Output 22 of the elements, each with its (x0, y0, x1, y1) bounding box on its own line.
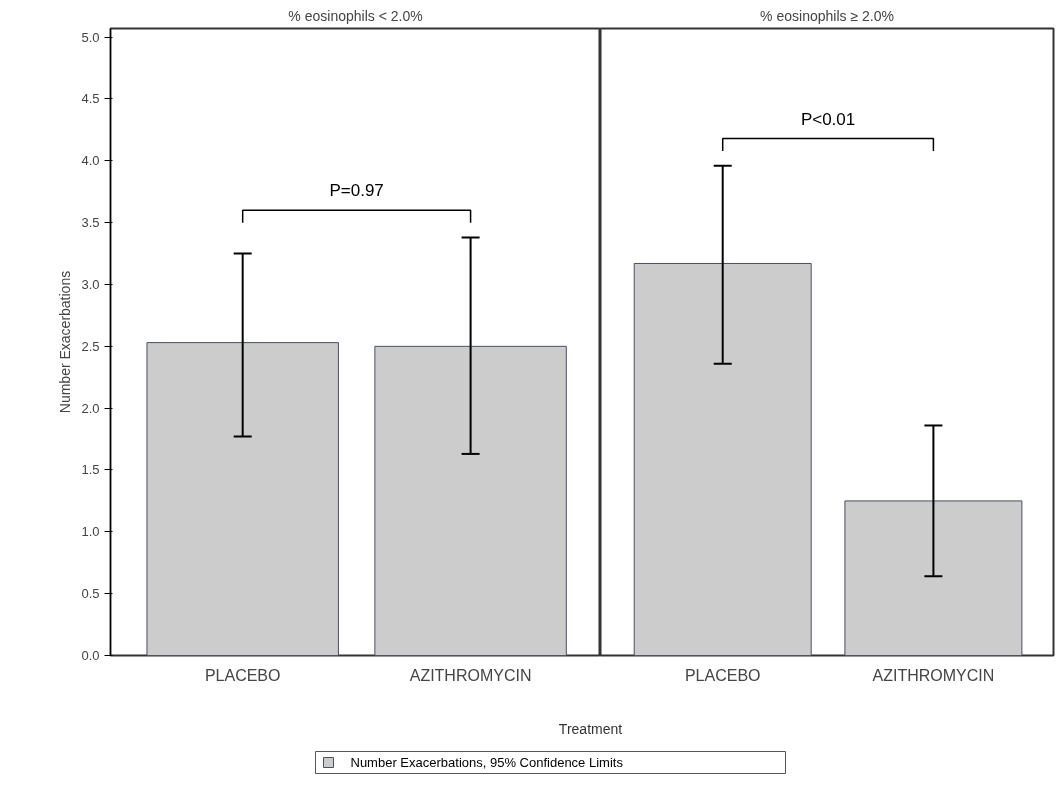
x-tick-label: AZITHROMYCIN (872, 666, 995, 684)
x-axis-title: Treatment (558, 720, 623, 737)
y-tick-label: 5.0 (81, 29, 100, 45)
annotation: P<0.01 (800, 109, 856, 129)
chart-title: % eosinophils ≥ 2.0% (760, 7, 894, 24)
y-tick-label: 1.0 (81, 524, 100, 540)
y-tick-label: 0.0 (81, 648, 100, 663)
y-tick-label: 3.0 (81, 276, 100, 292)
y-tick-label: 0.5 (81, 586, 100, 602)
y-axis-title: Number Exacerbations (57, 270, 74, 414)
y-tick-label: 4.5 (81, 91, 100, 107)
x-tick-label: PLACEBO (684, 666, 761, 684)
y-tick-label: 1.5 (81, 462, 100, 478)
x-tick-label: AZITHROMYCIN (409, 666, 532, 684)
y-tick-label: 2.5 (81, 338, 100, 354)
y-tick-label: 3.5 (81, 215, 100, 231)
y-tick-label: 4.0 (81, 153, 100, 169)
y-tick-label: 2.0 (81, 400, 100, 416)
legend-label: Number Exacerbations, 95% Confidence Limits (350, 755, 624, 770)
chart-title: % eosinophils < 2.0% (288, 7, 423, 24)
x-tick-label: PLACEBO (204, 666, 281, 684)
annotation: P=0.97 (329, 181, 384, 201)
